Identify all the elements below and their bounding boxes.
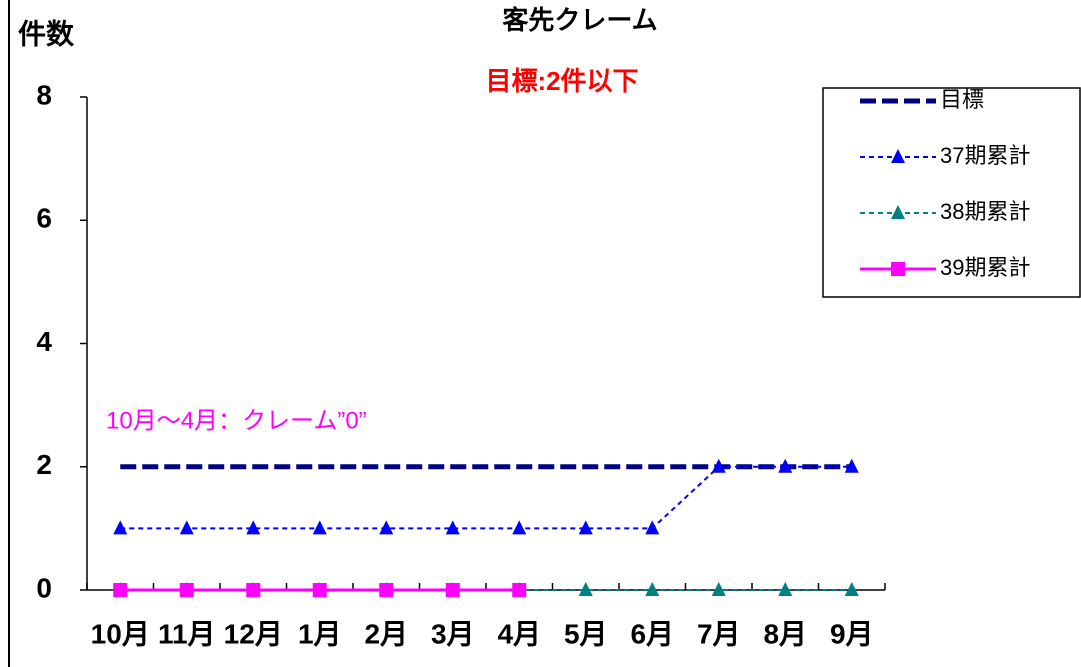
legend-marker (891, 149, 905, 163)
legend-box (822, 87, 1081, 298)
x-tick-label: 10月 (91, 618, 150, 649)
legend-label: 37期累計 (940, 143, 1030, 168)
y-tick-label: 6 (36, 203, 52, 234)
point (512, 520, 527, 535)
chart-title: 客先クレーム (502, 5, 657, 35)
x-tick-label: 4月 (497, 618, 541, 649)
x-tick-label: 12月 (224, 618, 283, 649)
zero-note: 10月～4月：クレーム”0” (106, 407, 367, 434)
point (578, 520, 593, 535)
point (578, 582, 593, 596)
x-tick-label: 6月 (630, 618, 674, 649)
x-tick-label: 1月 (298, 618, 342, 649)
x-tick-label: 8月 (763, 618, 807, 649)
point (711, 582, 726, 596)
point (645, 520, 660, 535)
y-tick-label: 2 (36, 449, 52, 480)
x-tick-label: 5月 (564, 618, 608, 649)
x-tick-label: 2月 (364, 618, 408, 649)
legend-label: 39期累計 (940, 255, 1030, 280)
point (246, 583, 261, 597)
legend-label: 38期累計 (940, 199, 1030, 224)
x-tick-label: 7月 (697, 618, 741, 649)
point (113, 520, 128, 535)
point (844, 458, 859, 473)
x-tick-label: 3月 (431, 618, 475, 649)
point (778, 458, 793, 473)
y-axis-label: 件数 (18, 18, 75, 49)
y-tick-label: 4 (36, 326, 52, 357)
point (512, 583, 527, 597)
y-tick-label: 8 (36, 79, 52, 110)
point (445, 520, 460, 535)
legend-marker (891, 262, 905, 276)
point (379, 520, 394, 535)
point (778, 582, 793, 596)
legend-label: 目標 (940, 87, 984, 112)
point (113, 583, 128, 597)
point (312, 520, 327, 535)
x-tick-label: 9月 (830, 618, 874, 649)
x-tick-label: 11月 (158, 618, 216, 649)
target-note: 目標:2件以下 (485, 66, 638, 96)
point (711, 458, 726, 473)
series-line (120, 465, 852, 530)
point (246, 520, 261, 535)
point (844, 582, 859, 596)
point (379, 583, 394, 597)
legend-marker (891, 205, 905, 219)
y-tick-label: 0 (36, 572, 52, 603)
point (445, 583, 460, 597)
point (312, 583, 327, 597)
point (645, 582, 660, 596)
point (179, 583, 194, 597)
point (179, 520, 194, 535)
